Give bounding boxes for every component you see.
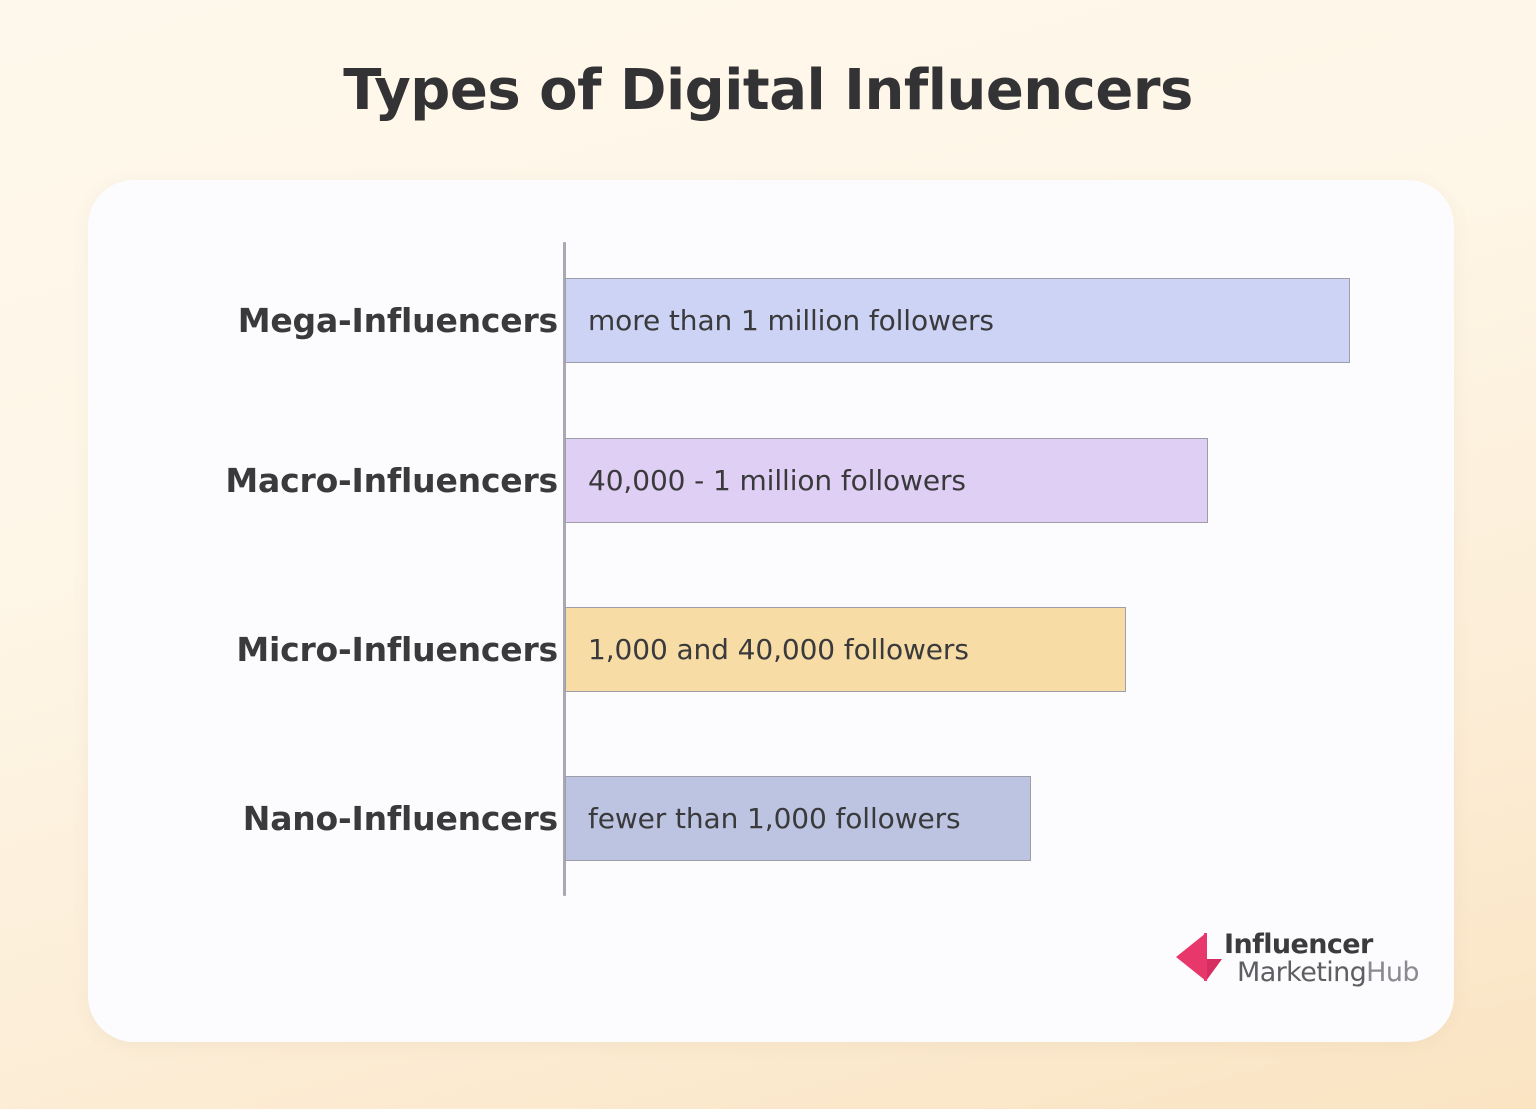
- chart-card: Mega-Influencers more than 1 million fol…: [88, 180, 1454, 1042]
- logo-text-marketinghub: MarketingHub: [1237, 957, 1420, 988]
- category-label-nano: Nano-Influencers: [242, 799, 558, 838]
- bar-label-nano: fewer than 1,000 followers: [588, 802, 961, 835]
- brand-logo: Influencer MarketingHub: [1176, 928, 1420, 990]
- bar-label-mega: more than 1 million followers: [588, 304, 994, 337]
- bar-label-macro: 40,000 - 1 million followers: [588, 464, 966, 497]
- category-label-macro: Macro-Influencers: [225, 461, 558, 500]
- chart-row-nano: Nano-Influencers fewer than 1,000 follow…: [88, 776, 1454, 861]
- bar-nano[interactable]: fewer than 1,000 followers: [565, 776, 1031, 861]
- bar-macro[interactable]: 40,000 - 1 million followers: [565, 438, 1208, 523]
- chart-row-macro: Macro-Influencers 40,000 - 1 million fol…: [88, 438, 1454, 523]
- logo-text-influencer: Influencer: [1224, 929, 1373, 961]
- page-title: Types of Digital Influencers: [343, 58, 1193, 123]
- chart-axis-line: [563, 242, 566, 896]
- chart-row-mega: Mega-Influencers more than 1 million fol…: [88, 278, 1454, 363]
- logo-text-marketing: Marketing: [1237, 957, 1367, 988]
- bar-micro[interactable]: 1,000 and 40,000 followers: [565, 607, 1126, 692]
- bar-label-micro: 1,000 and 40,000 followers: [588, 633, 969, 666]
- influencer-marketing-hub-arrow-icon: [1176, 933, 1222, 981]
- logo-wordmark: Influencer MarketingHub: [1224, 929, 1420, 988]
- logo-text-hub: Hub: [1366, 957, 1419, 988]
- bar-mega[interactable]: more than 1 million followers: [565, 278, 1350, 363]
- category-label-mega: Mega-Influencers: [237, 301, 558, 340]
- chart-rows: Mega-Influencers more than 1 million fol…: [88, 180, 1454, 1042]
- chart-row-micro: Micro-Influencers 1,000 and 40,000 follo…: [88, 607, 1454, 692]
- category-label-micro: Micro-Influencers: [236, 630, 558, 669]
- horizontal-bar-chart: Mega-Influencers more than 1 million fol…: [88, 180, 1454, 1042]
